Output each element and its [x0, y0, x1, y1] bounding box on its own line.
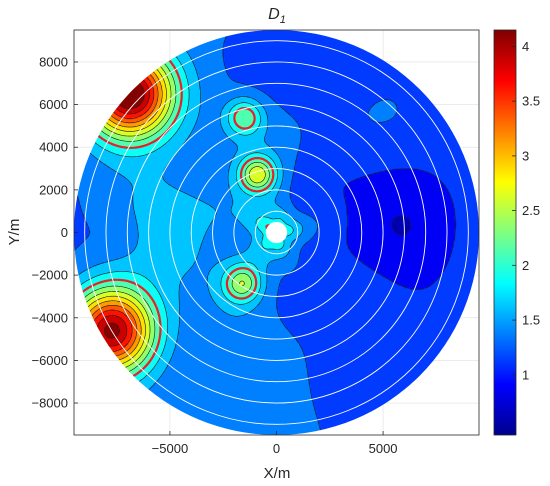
chart-title: D1 — [268, 6, 286, 26]
range-ring — [148, 104, 405, 361]
y-axis-label: Y/m — [6, 219, 23, 246]
colorbar-tick-label: 2.5 — [522, 203, 540, 218]
colorbar-tick-label: 4 — [522, 39, 529, 54]
x-tick-label: −5000 — [152, 441, 189, 456]
colorbar-tick-label: 3 — [522, 148, 529, 163]
range-ring — [126, 82, 427, 383]
y-axis-ticks: 8000 6000 4000 2000 0 −2000 −4000 −6000 −8000 — [31, 54, 78, 411]
contour-line — [391, 215, 411, 235]
plot-area — [73, 29, 480, 436]
colorbar-tick-label: 1.5 — [522, 313, 540, 328]
range-ring — [233, 189, 320, 276]
y-tick-label: −2000 — [31, 268, 68, 283]
colorbar-tick-label: 3.5 — [522, 94, 540, 109]
y-tick-label: −6000 — [31, 353, 68, 368]
colorbar-ticks: 1 1.5 2 2.5 3 3.5 4 — [512, 39, 540, 382]
x-tick-label: 5000 — [369, 441, 398, 456]
colorbar-tick-label: 1 — [522, 367, 529, 382]
range-ring — [84, 40, 469, 425]
range-ring — [190, 146, 363, 319]
range-ring — [212, 168, 341, 297]
range-rings — [84, 40, 469, 425]
colorbar: 1 1.5 2 2.5 3 3.5 4 — [493, 29, 540, 436]
y-tick-label: 2000 — [39, 182, 68, 197]
range-ring — [105, 61, 448, 404]
y-tick-label: 0 — [61, 225, 68, 240]
colorbar-tick-label: 2 — [522, 258, 529, 273]
center-hole — [265, 221, 288, 244]
x-axis-ticks: −5000 0 5000 — [152, 431, 398, 456]
x-tick-label: 0 — [273, 441, 280, 456]
y-tick-label: 4000 — [39, 140, 68, 155]
y-tick-label: 6000 — [39, 97, 68, 112]
y-tick-label: 8000 — [39, 54, 68, 69]
y-tick-label: −8000 — [31, 396, 68, 411]
y-tick-label: −4000 — [31, 310, 68, 325]
range-ring — [169, 125, 384, 340]
range-ring — [254, 210, 299, 255]
colorbar-gradient — [493, 29, 517, 436]
x-axis-label: X/m — [264, 465, 291, 482]
contour-line — [343, 168, 456, 290]
